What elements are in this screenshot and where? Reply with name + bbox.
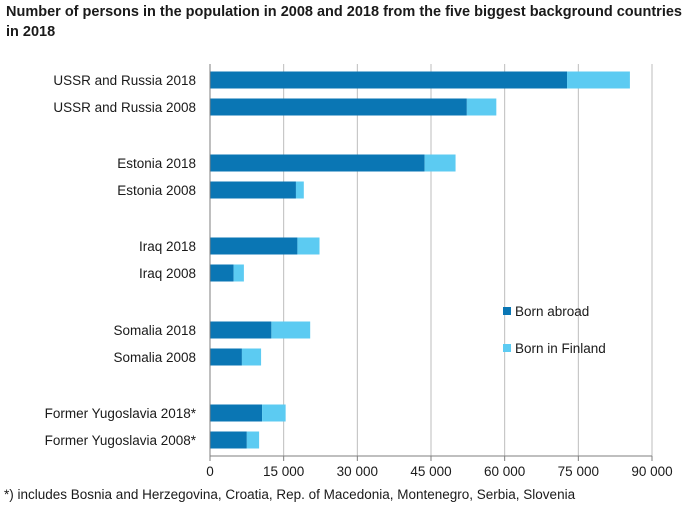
category-label: Somalia 2008 xyxy=(113,350,196,365)
category-label: Former Yugoslavia 2008* xyxy=(45,433,197,448)
legend-swatch xyxy=(503,344,511,352)
x-tick-label: 60 000 xyxy=(484,464,525,479)
bar-born-abroad xyxy=(210,404,263,422)
bar-born-abroad xyxy=(210,154,425,172)
x-tick-label: 15 000 xyxy=(263,464,304,479)
category-label: USSR and Russia 2018 xyxy=(53,73,196,88)
footnote: *) includes Bosnia and Herzegovina, Croa… xyxy=(4,487,576,502)
bar-born-abroad xyxy=(210,98,467,116)
x-tick-label: 75 000 xyxy=(558,464,599,479)
category-label: USSR and Russia 2008 xyxy=(53,100,196,115)
stacked-bar-chart: 0 15 000 30 000 45 000 60 000 75 000 90 000 USS… xyxy=(45,64,673,479)
bar-born-in-finland xyxy=(466,98,497,116)
bar-born-abroad xyxy=(210,348,242,366)
bars xyxy=(210,71,630,449)
legend-swatch xyxy=(503,307,511,315)
bar-born-abroad xyxy=(210,237,298,255)
category-label: Iraq 2008 xyxy=(139,266,196,281)
chart-title: Number of persons in the population in 2… xyxy=(6,4,682,40)
bar-born-in-finland xyxy=(271,321,311,339)
legend: Born abroad Born in Finland xyxy=(503,304,606,356)
category-label: Iraq 2018 xyxy=(139,239,196,254)
bar-born-in-finland xyxy=(424,154,456,172)
category-label: Somalia 2018 xyxy=(113,323,196,338)
bar-born-in-finland xyxy=(246,431,260,449)
bar-born-abroad xyxy=(210,181,296,199)
legend-label: Born abroad xyxy=(515,304,589,319)
bar-born-in-finland xyxy=(295,181,304,199)
x-tick-label: 90 000 xyxy=(631,464,672,479)
category-label: Estonia 2008 xyxy=(117,183,196,198)
bar-born-abroad xyxy=(210,431,247,449)
x-tick-label: 30 000 xyxy=(337,464,378,479)
bar-born-in-finland xyxy=(233,264,244,282)
bar-born-in-finland xyxy=(297,237,320,255)
bar-born-abroad xyxy=(210,264,234,282)
bar-born-in-finland xyxy=(262,404,286,422)
x-tick-label: 0 xyxy=(206,464,214,479)
grid-lines xyxy=(283,64,653,456)
x-tick-label: 45 000 xyxy=(410,464,451,479)
bar-born-in-finland xyxy=(567,71,630,89)
bar-born-abroad xyxy=(210,71,568,89)
category-label: Estonia 2018 xyxy=(117,156,196,171)
legend-label: Born in Finland xyxy=(515,341,606,356)
bar-born-abroad xyxy=(210,321,272,339)
axes: 0 15 000 30 000 45 000 60 000 75 000 90 000 USS… xyxy=(45,64,673,479)
bar-born-in-finland xyxy=(241,348,262,366)
category-label: Former Yugoslavia 2018* xyxy=(45,406,197,421)
